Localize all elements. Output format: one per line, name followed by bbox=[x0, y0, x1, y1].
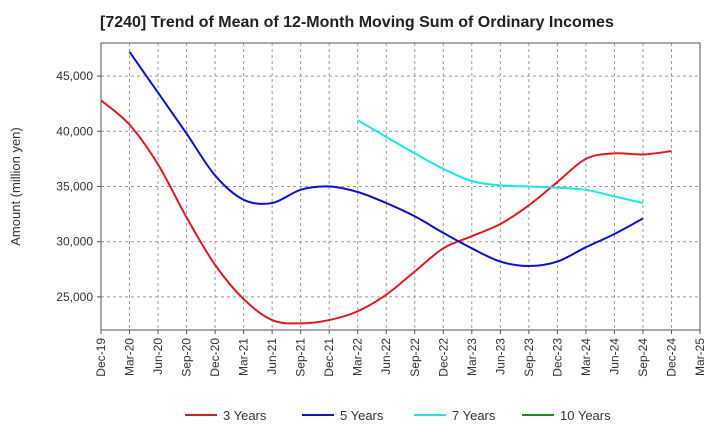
x-tick-label: Mar-21 bbox=[237, 338, 251, 376]
legend-label-7-years: 7 Years bbox=[452, 408, 496, 423]
x-tick-label: Dec-23 bbox=[550, 338, 564, 377]
x-tick-label: Sep-20 bbox=[180, 338, 194, 377]
series-lines bbox=[100, 51, 672, 325]
x-tick-label: Sep-22 bbox=[408, 338, 422, 377]
legend-label-5-years: 5 Years bbox=[340, 408, 384, 423]
x-tick-label: Jun-22 bbox=[379, 338, 393, 375]
x-tick-label: Dec-22 bbox=[436, 338, 450, 377]
y-tick-label: 25,000 bbox=[56, 290, 93, 304]
x-tick-label: Dec-20 bbox=[208, 338, 222, 377]
x-tick-label: Mar-24 bbox=[579, 338, 593, 376]
x-tick-label: Dec-19 bbox=[94, 338, 108, 377]
x-tick-label: Jun-24 bbox=[607, 338, 621, 375]
chart-title: [7240] Trend of Mean of 12-Month Moving … bbox=[100, 14, 614, 31]
series-line-7-years bbox=[357, 119, 644, 205]
y-tick-label: 35,000 bbox=[56, 180, 93, 194]
plot-area-frame bbox=[100, 42, 701, 331]
y-tick-label: 45,000 bbox=[56, 69, 93, 83]
legend-label-3-years: 3 Years bbox=[223, 408, 267, 423]
series-line-3-years bbox=[100, 99, 672, 325]
x-tick-label: Sep-21 bbox=[294, 338, 308, 377]
x-tick-label: Dec-21 bbox=[322, 338, 336, 377]
x-tick-label: Sep-24 bbox=[636, 338, 650, 377]
legend: 3 Years 5 Years 7 Years 10 Years bbox=[185, 408, 611, 423]
x-tick-label: Mar-22 bbox=[351, 338, 365, 376]
x-tick-label: Dec-24 bbox=[664, 338, 678, 377]
y-tick-label: 30,000 bbox=[56, 235, 93, 249]
x-tick-label: Jun-21 bbox=[265, 338, 279, 375]
x-tick-label: Mar-20 bbox=[123, 338, 137, 376]
y-tick-label: 40,000 bbox=[56, 124, 93, 138]
x-tick-label: Jun-23 bbox=[493, 338, 507, 375]
x-tick-label: Jun-20 bbox=[151, 338, 165, 375]
series-line-5-years bbox=[128, 51, 644, 267]
x-axis-ticks: Dec-19 Mar-20 Jun-20 Sep-20 Dec-20 Mar-21 Jun-… bbox=[94, 330, 707, 377]
legend-label-10-years: 10 Years bbox=[560, 408, 611, 423]
x-tick-label: Mar-23 bbox=[465, 338, 479, 376]
y-axis-ticks: 25,000 30,000 35,000 40,000 45,000 bbox=[56, 69, 101, 304]
y-axis-title: Amount (million yen) bbox=[8, 127, 23, 246]
x-tick-label: Mar-25 bbox=[693, 338, 707, 376]
x-tick-label: Sep-23 bbox=[522, 338, 536, 377]
grid-lines bbox=[101, 43, 700, 330]
